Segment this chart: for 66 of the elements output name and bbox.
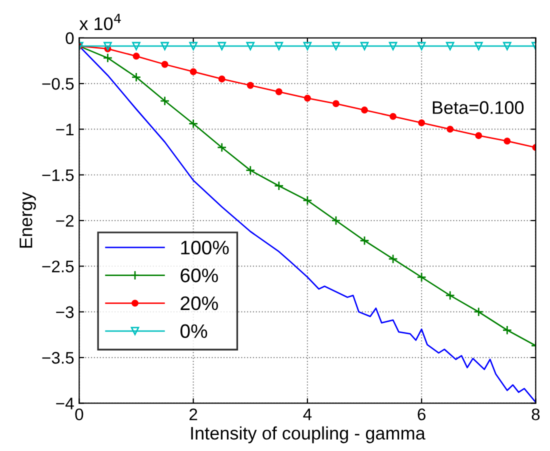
x-tick-label: 4: [303, 408, 312, 420]
point: [446, 42, 454, 50]
point: [161, 60, 168, 68]
point: [274, 180, 284, 191]
point: [188, 118, 198, 129]
point: [275, 88, 282, 96]
point: [216, 142, 227, 152]
x-tick-label: 2: [190, 408, 198, 420]
point: [361, 106, 368, 114]
point: [274, 42, 284, 50]
point: [246, 82, 254, 89]
y-tick-label: −4: [56, 398, 74, 410]
point: [388, 42, 398, 50]
point: [446, 126, 454, 133]
text: x 10$^{4}$: [79, 14, 121, 30]
legend-label: 20%: [180, 296, 218, 310]
y-tick-label: −2.5: [42, 260, 74, 272]
point: [360, 236, 370, 246]
point: [332, 100, 340, 108]
point: [246, 165, 256, 176]
annotation: Beta=0.100: [432, 101, 524, 114]
y-tick-label: −0.5: [42, 78, 74, 90]
point: [445, 290, 455, 300]
x-tick-label: 8: [532, 408, 540, 420]
point: [475, 132, 482, 140]
point: [218, 76, 226, 82]
point: [474, 42, 483, 50]
x-tick-label: 0: [75, 408, 84, 420]
point: [246, 42, 255, 50]
point: [332, 42, 340, 50]
point: [388, 254, 398, 264]
point: [104, 42, 112, 50]
y-tick-label: −3: [56, 306, 74, 318]
x-axis-title: Intensity of coupling - gamma: [191, 426, 426, 444]
point: [331, 216, 341, 226]
point: [304, 94, 311, 102]
point: [416, 272, 426, 282]
legend-label: 60%: [180, 268, 218, 282]
y-tick-label: 0: [66, 32, 74, 44]
legend-label: 0%: [180, 324, 208, 338]
point: [303, 42, 312, 50]
point: [504, 138, 511, 145]
point: [132, 52, 140, 60]
point: [132, 42, 140, 50]
point: [190, 68, 197, 76]
point: [218, 42, 226, 50]
point: [189, 42, 198, 50]
point: [302, 196, 312, 206]
point: [360, 42, 369, 50]
point: [160, 96, 170, 106]
y-axis-title: Energy: [20, 192, 36, 248]
y-tick-label: −3.5: [42, 352, 74, 364]
legend-label: 100%: [181, 240, 229, 254]
y-tick-label: −1: [56, 124, 74, 136]
point: [102, 53, 113, 63]
x-tick-label: 6: [418, 408, 426, 420]
point: [160, 42, 169, 50]
point: [417, 42, 426, 50]
point: [502, 325, 512, 335]
point: [131, 72, 142, 82]
y-tick-label: −1.5: [42, 169, 74, 182]
point: [503, 42, 512, 50]
point: [418, 119, 426, 126]
point: [474, 307, 484, 317]
y-tick-label: −2: [56, 214, 74, 227]
point: [390, 112, 397, 120]
